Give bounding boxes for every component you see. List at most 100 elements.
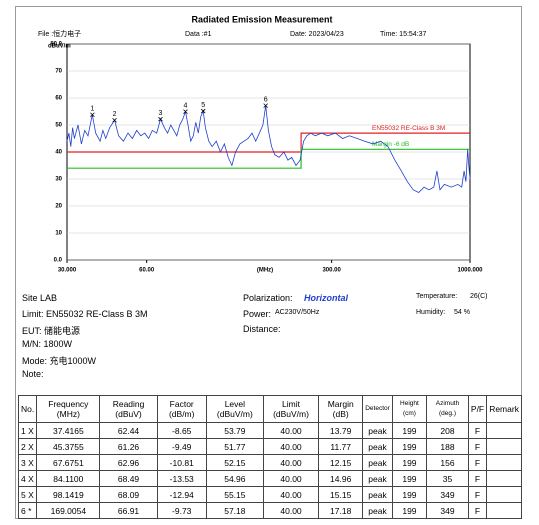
table-cell: -8.65 bbox=[156, 422, 207, 439]
data-id: Data :#1 bbox=[185, 31, 212, 38]
table-cell bbox=[486, 422, 522, 439]
table-cell: 37.4165 bbox=[36, 422, 101, 439]
table-cell: 13.79 bbox=[318, 422, 364, 439]
column-header: No. bbox=[17, 395, 38, 423]
column-header: Margin (dB) bbox=[318, 395, 364, 423]
limit-line bbox=[67, 132, 470, 153]
table-cell: -10.81 bbox=[156, 454, 207, 471]
marker-label: 3 bbox=[159, 110, 163, 117]
table-cell: 199 bbox=[391, 438, 428, 455]
column-header: P/F bbox=[467, 395, 488, 423]
marker bbox=[112, 117, 117, 123]
column-header: Frequency (MHz) bbox=[36, 395, 101, 423]
table-cell: 17.18 bbox=[318, 502, 364, 519]
table-cell: 57.18 bbox=[205, 502, 264, 519]
column-header: Reading (dBuV) bbox=[99, 395, 158, 423]
column-header: Limit (dBuV/m) bbox=[262, 395, 320, 423]
table-cell: 3 X bbox=[17, 454, 38, 471]
x-tick-label: 1000.000 bbox=[457, 268, 483, 274]
table-row: 4 X 84.1100 68.49 -13.53 54.96 40.00 14.96 peak… bbox=[17, 470, 522, 487]
table-cell: -9.73 bbox=[156, 502, 207, 519]
table-cell bbox=[486, 486, 522, 503]
table-cell: 40.00 bbox=[262, 486, 320, 503]
column-header: Level (dBuV/m) bbox=[205, 395, 264, 423]
table-cell: 199 bbox=[391, 422, 428, 439]
file: File :恒力电子 bbox=[38, 29, 81, 38]
x-tick-label: 30.000 bbox=[58, 268, 77, 274]
table-cell: 53.79 bbox=[205, 422, 264, 439]
marker-label: 4 bbox=[184, 102, 188, 109]
marker-label: 2 bbox=[113, 111, 117, 118]
table-cell: 199 bbox=[391, 454, 428, 471]
limit-label: EN55032 RE-Class B 3M bbox=[372, 125, 445, 132]
table-cell: F bbox=[467, 486, 488, 503]
y-tick-label: 80.0 bbox=[50, 42, 62, 48]
marker-label: 6 bbox=[264, 96, 268, 103]
table-cell: peak bbox=[362, 486, 393, 503]
y-tick-label: 0.0 bbox=[54, 258, 63, 264]
table-cell: 199 bbox=[391, 470, 428, 487]
table-cell bbox=[486, 470, 522, 487]
table-cell: 4 X bbox=[17, 470, 38, 487]
y-axis-label: dBuV/m bbox=[48, 44, 71, 50]
table-cell: 15.15 bbox=[318, 486, 364, 503]
temperature: 26(C) bbox=[470, 293, 488, 300]
table-cell: 66.91 bbox=[99, 502, 158, 519]
table-cell: -13.53 bbox=[156, 470, 207, 487]
table-cell: F bbox=[467, 502, 488, 519]
humidity: 54 % bbox=[454, 309, 470, 316]
trace bbox=[66, 105, 471, 193]
table-cell: 12.15 bbox=[318, 454, 364, 471]
table-cell: F bbox=[467, 454, 488, 471]
table-cell: 208 bbox=[426, 422, 469, 439]
y-tick-label: 10 bbox=[55, 231, 62, 237]
table-cell bbox=[486, 438, 522, 455]
site: Site LAB bbox=[22, 293, 58, 303]
x-tick-label: 60.00 bbox=[139, 268, 155, 274]
table-cell: 98.1419 bbox=[36, 486, 101, 503]
table-cell: 6 * bbox=[17, 502, 38, 519]
table-cell: 1 X bbox=[17, 422, 38, 439]
table-cell: 51.77 bbox=[205, 438, 264, 455]
chart-title: Radiated Emission Measurement bbox=[191, 14, 332, 24]
table-row: 3 X 67.6751 62.96 -10.81 52.15 40.00 12.15 peak… bbox=[17, 454, 522, 471]
marker bbox=[90, 112, 95, 118]
table-cell: 45.3755 bbox=[36, 438, 101, 455]
table-cell: 188 bbox=[426, 438, 469, 455]
y-tick-label: 30 bbox=[55, 177, 62, 183]
table-cell: 67.6751 bbox=[36, 454, 101, 471]
column-header: Height (cm) bbox=[391, 395, 428, 423]
info-panel: Site LAB Limit: EN55032 RE-Class B 3M EU… bbox=[18, 286, 522, 386]
table-cell: 68.49 bbox=[99, 470, 158, 487]
table-cell: peak bbox=[362, 454, 393, 471]
date: Date: 2023/04/23 bbox=[290, 31, 344, 38]
table-cell: 55.15 bbox=[205, 486, 264, 503]
table-cell: 40.00 bbox=[262, 438, 320, 455]
table-cell: peak bbox=[362, 502, 393, 519]
table-cell: 349 bbox=[426, 502, 469, 519]
table-cell: 169.0054 bbox=[36, 502, 101, 519]
table-cell: 40.00 bbox=[262, 502, 320, 519]
column-header: Factor (dB/m) bbox=[156, 395, 207, 423]
limit-label: Margin -6 dB bbox=[372, 141, 409, 148]
table-cell: 62.96 bbox=[99, 454, 158, 471]
column-header: Remark bbox=[486, 395, 522, 423]
limit: Limit: EN55032 RE-Class B 3M bbox=[22, 309, 148, 319]
chart: Radiated Emission Measurement File :恒力电子… bbox=[38, 14, 483, 274]
eut: EUT: 储能电源 bbox=[22, 326, 81, 336]
table-cell: 5 X bbox=[17, 486, 38, 503]
y-tick-label: 70 bbox=[55, 69, 62, 75]
table-cell: 156 bbox=[426, 454, 469, 471]
marker bbox=[263, 103, 268, 108]
table-cell: -12.94 bbox=[156, 486, 207, 503]
table-cell: 40.00 bbox=[262, 422, 320, 439]
table-cell: 52.15 bbox=[205, 454, 264, 471]
result-table: No. Frequency (MHz) Reading (dBuV) Factor (… bbox=[17, 395, 522, 519]
marker bbox=[183, 109, 188, 114]
table-cell: 61.26 bbox=[99, 438, 158, 455]
table-cell bbox=[486, 502, 522, 519]
header-row: No. Frequency (MHz) Reading (dBuV) Factor (… bbox=[17, 395, 522, 423]
table-cell: 349 bbox=[426, 486, 469, 503]
table-cell: 68.09 bbox=[99, 486, 158, 503]
table-cell: 40.00 bbox=[262, 454, 320, 471]
